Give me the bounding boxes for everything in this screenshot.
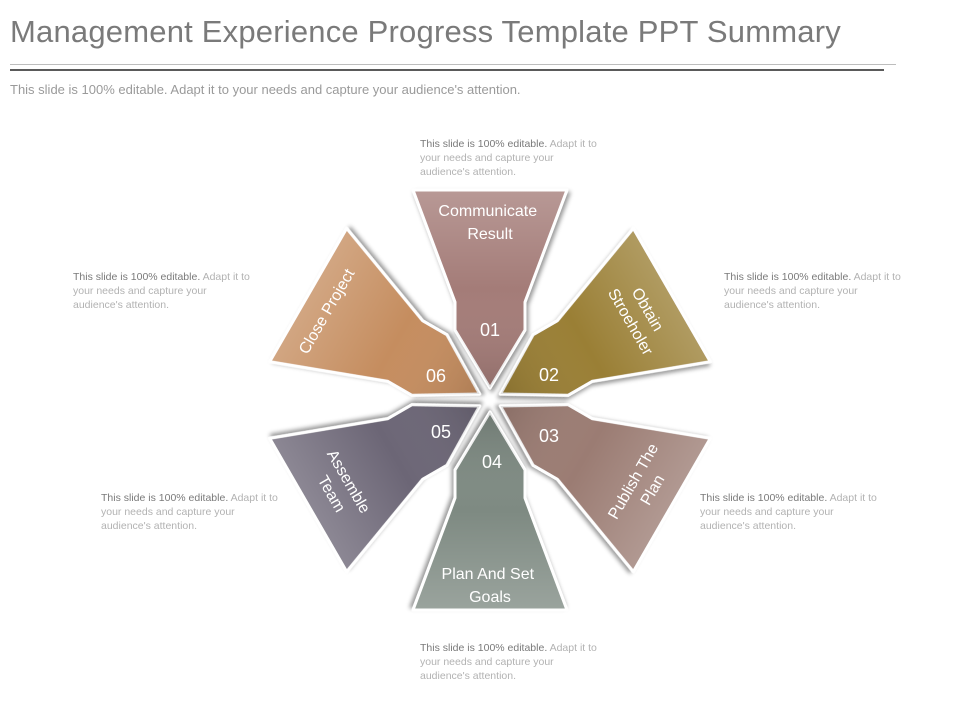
step-01-arrow	[411, 188, 569, 390]
step-05-description-rest: Adapt it to your needs and capture your …	[101, 492, 278, 532]
step-06-arrow-gloss	[269, 228, 480, 396]
step-03-description: This slide is 100% editable. Adapt it to…	[700, 491, 885, 533]
step-04-arrow-gloss	[413, 412, 567, 610]
step-05-arrow-gloss	[269, 404, 480, 572]
step-01-description-highlight: This slide is 100% editable.	[420, 138, 548, 150]
step-05-number: 05	[431, 422, 451, 442]
title-divider-thick	[10, 69, 884, 71]
step-06-description-rest: Adapt it to your needs and capture your …	[73, 271, 250, 311]
slide-title: Management Experience Progress Template …	[10, 14, 841, 49]
step-05-arrow	[268, 403, 482, 574]
step-06-description-highlight: This slide is 100% editable.	[73, 271, 201, 283]
step-02-arrow-gloss	[500, 228, 711, 396]
step-01-label: Communicate Result	[438, 203, 541, 243]
slide-subtitle: This slide is 100% editable. Adapt it to…	[10, 82, 521, 97]
step-06-description: This slide is 100% editable. Adapt it to…	[73, 270, 258, 312]
step-04-description: This slide is 100% editable. Adapt it to…	[420, 641, 605, 683]
step-02-description-rest: Adapt it to your needs and capture your …	[724, 271, 901, 311]
step-04-description-rest: Adapt it to your needs and capture your …	[420, 642, 597, 682]
step-03-number: 03	[539, 426, 559, 446]
step-03-arrow-gloss	[500, 404, 711, 572]
step-02-description: This slide is 100% editable. Adapt it to…	[724, 270, 909, 312]
step-01-arrow-gloss	[413, 190, 567, 388]
step-01-description: This slide is 100% editable. Adapt it to…	[420, 137, 605, 179]
step-03-description-highlight: This slide is 100% editable.	[700, 492, 828, 504]
step-04-label-line-1: Plan And Set	[442, 566, 535, 583]
step-06-arrow	[268, 226, 482, 397]
step-02-number: 02	[539, 365, 559, 385]
arrow-group	[268, 188, 712, 612]
step-05-description-highlight: This slide is 100% editable.	[101, 492, 229, 504]
step-02-arrow	[498, 226, 712, 397]
step-04-arrow	[411, 410, 569, 612]
step-01-description-rest: Adapt it to your needs and capture your …	[420, 138, 597, 178]
step-04-label-line-2: Goals	[469, 589, 511, 606]
title-divider-thin	[10, 64, 896, 65]
step-05-description: This slide is 100% editable. Adapt it to…	[101, 491, 286, 533]
step-01-label-line-1: Communicate	[438, 203, 537, 220]
step-01-number: 01	[480, 320, 500, 340]
step-03-arrow	[498, 403, 712, 574]
step-04-label: Plan And Set Goals	[442, 566, 539, 606]
step-06-number: 06	[426, 366, 446, 386]
step-01-label-line-2: Result	[467, 226, 513, 243]
step-02-description-highlight: This slide is 100% editable.	[724, 271, 852, 283]
step-04-number: 04	[482, 452, 502, 472]
step-04-description-highlight: This slide is 100% editable.	[420, 642, 548, 654]
step-03-description-rest: Adapt it to your needs and capture your …	[700, 492, 877, 532]
